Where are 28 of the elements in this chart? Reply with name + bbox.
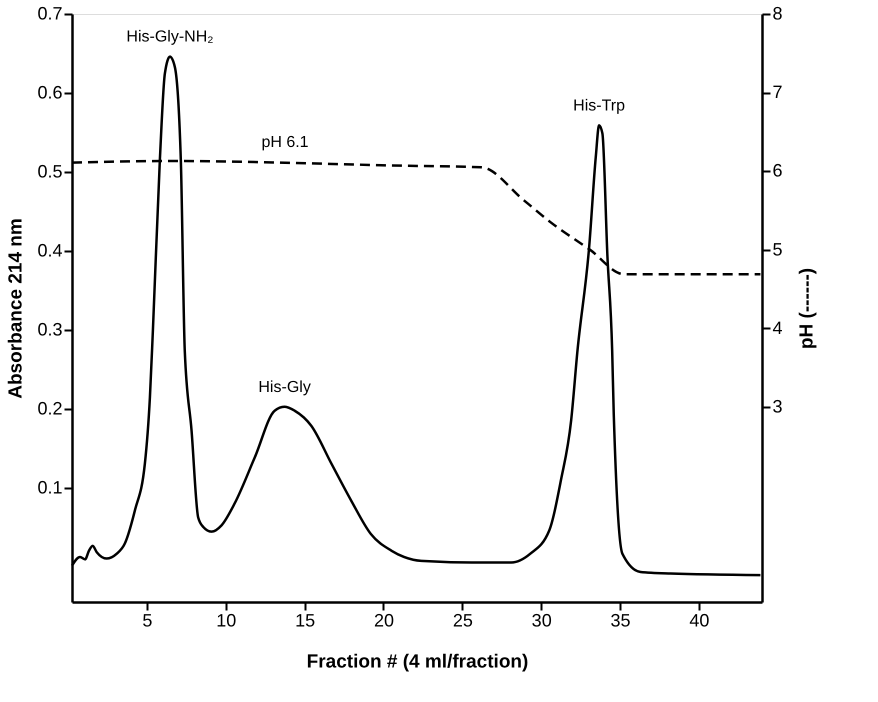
- y-tick-label: 0.7: [37, 4, 62, 24]
- x-tick-label: 40: [689, 610, 710, 630]
- y2-tick-label: 6: [772, 160, 783, 181]
- x-tick-label: 15: [295, 610, 316, 630]
- y-axis-title: Absorbance 214 nm: [5, 218, 26, 399]
- x-tick-label: 10: [216, 610, 236, 630]
- x-tick-label: 35: [610, 610, 631, 630]
- y-tick-label: 0.4: [37, 240, 62, 261]
- annotation: His-Gly-NH₂: [126, 28, 214, 46]
- y2-tick-label: 4: [772, 318, 783, 338]
- y-tick-label: 0.5: [37, 162, 62, 182]
- annotation: His-Trp: [573, 97, 626, 114]
- y-tick-label: 0.1: [37, 478, 62, 498]
- annotation: His-Gly: [258, 378, 311, 396]
- y-tick-label: 0.2: [37, 398, 62, 419]
- x-tick-label: 30: [532, 610, 552, 630]
- y2-axis-title: pH (------): [796, 268, 818, 350]
- y2-tick-label: 8: [772, 4, 783, 24]
- y-tick-label: 0.6: [37, 82, 62, 103]
- y-tick-label: 0.3: [37, 320, 62, 340]
- x-tick-label: 20: [374, 610, 394, 630]
- annotation: pH 6.1: [261, 134, 309, 151]
- x-tick-label: 25: [452, 610, 473, 630]
- y2-tick-label: 7: [772, 82, 783, 102]
- x-tick-label: 5: [142, 610, 152, 630]
- y2-tick-label: 5: [772, 239, 783, 260]
- y2-tick-label: 3: [772, 396, 783, 417]
- x-axis-title: Fraction # (4 ml/fraction): [306, 652, 528, 672]
